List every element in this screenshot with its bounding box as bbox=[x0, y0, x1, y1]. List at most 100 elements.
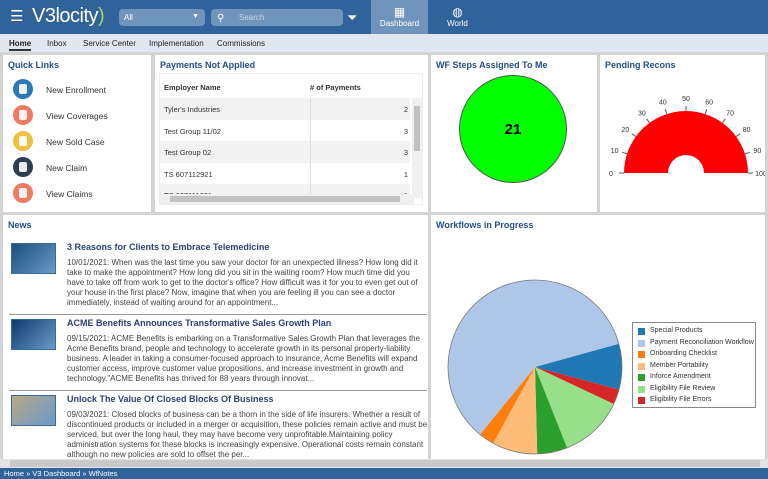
news-title[interactable]: 3 Reasons for Clients to Embrace Telemed… bbox=[67, 242, 270, 252]
pending-recons-gauge: 0 10 20 30 40 50 60 70 80 90 100 bbox=[609, 96, 765, 178]
gauge-tick bbox=[722, 118, 726, 124]
legend-label: Eligibility File Errors bbox=[650, 396, 712, 403]
employer-name: Test Group 02 bbox=[164, 148, 212, 157]
search-icon: ⚲ bbox=[217, 13, 225, 24]
legend-swatch bbox=[638, 351, 645, 358]
legend-label: Payment Reconciliation Workflow bbox=[650, 338, 754, 346]
pie-slice-onboarding-checklist[interactable] bbox=[479, 367, 535, 444]
quick-link-3[interactable]: New Claim bbox=[11, 157, 151, 179]
legend-label: Eligibility File Review bbox=[650, 384, 716, 392]
quick-link-icon bbox=[13, 131, 33, 151]
gauge-tick bbox=[622, 151, 628, 155]
legend-swatch bbox=[638, 339, 645, 347]
gauge-tick-label: 80 bbox=[743, 127, 751, 134]
quick-link-1[interactable]: View Coverages bbox=[11, 105, 151, 127]
payments-count: 2 bbox=[403, 105, 408, 114]
quick-link-icon bbox=[13, 105, 33, 125]
nav-inbox[interactable]: Inbox bbox=[47, 39, 67, 48]
horizontal-scrollbar[interactable] bbox=[160, 194, 414, 204]
pie-slice-payment-reconciliation-workflow[interactable] bbox=[448, 280, 619, 435]
panel-title: News bbox=[8, 220, 32, 230]
breadcrumb: Home » V3 Dashboard » WfNotes bbox=[0, 468, 768, 479]
workflows-pie-chart bbox=[447, 279, 623, 455]
wf-steps-circle[interactable]: 21 bbox=[459, 75, 567, 183]
payments-count: 1 bbox=[403, 169, 408, 179]
pie-outline bbox=[447, 279, 623, 455]
vertical-scrollbar[interactable] bbox=[412, 98, 422, 198]
legend-swatch bbox=[638, 328, 645, 335]
quick-link-label: New Claim bbox=[46, 163, 88, 173]
page-horizontal-scrollbar[interactable] bbox=[0, 459, 768, 468]
table-row[interactable]: Test Group 02 3 bbox=[160, 141, 410, 163]
employer-name: TS 607112921 bbox=[164, 169, 213, 179]
filter-icon[interactable]: ⏷ bbox=[347, 10, 358, 25]
gauge-tick bbox=[735, 133, 741, 137]
quick-link-4[interactable]: View Claims bbox=[11, 183, 151, 205]
gauge-tick-label: 20 bbox=[621, 127, 629, 134]
pie-slice-eligibility-file-errors[interactable] bbox=[535, 367, 619, 405]
quick-links-panel: Quick Links New Enrollment View Coverages… bbox=[3, 55, 151, 212]
column-employer-name[interactable]: Employer Name bbox=[164, 83, 221, 92]
news-title[interactable]: ACME Benefits Announces Transformative S… bbox=[67, 318, 332, 328]
pending-recons-panel: Pending Recons 0 10 20 30 40 50 60 70 80 90 100 bbox=[600, 55, 765, 212]
gauge-tick-label: 100 bbox=[755, 171, 765, 178]
payments-count: 3 bbox=[403, 126, 408, 136]
news-title[interactable]: Unlock The Value Of Closed Blocks Of Bus… bbox=[67, 394, 274, 404]
top-header: ☰ V3locity) All ▼ ⚲ Search ⏷ ▦ Dashboard ◍ W… bbox=[0, 0, 768, 34]
tab-world[interactable]: ◍ World bbox=[429, 0, 486, 34]
pie-slice-special-products[interactable] bbox=[535, 343, 622, 390]
gauge-tick bbox=[744, 151, 750, 155]
nav-service-center[interactable]: Service Center bbox=[83, 39, 136, 48]
news-thumbnail[interactable] bbox=[11, 243, 56, 274]
news-thumbnail[interactable] bbox=[11, 395, 56, 426]
globe-icon: ◍ bbox=[452, 5, 463, 19]
news-thumbnail[interactable] bbox=[11, 319, 56, 350]
column-payments-count[interactable]: # of Payments bbox=[310, 83, 361, 92]
pie-slice-member-portability[interactable] bbox=[493, 367, 538, 454]
logo-text: V3locity bbox=[32, 5, 99, 27]
pie-slice-eligibility-file-review[interactable] bbox=[535, 367, 614, 448]
employer-name: Test Group 11/02 bbox=[164, 126, 221, 136]
hamburger-menu-icon[interactable]: ☰ bbox=[10, 8, 24, 25]
filter-select[interactable]: All ▼ bbox=[119, 9, 205, 26]
legend-label: Inforce Amendment bbox=[650, 373, 711, 380]
nav-home[interactable]: Home bbox=[9, 39, 32, 51]
quick-link-label: View Claims bbox=[46, 189, 93, 199]
chart-legend: Special Products Payment Reconciliation W… bbox=[632, 322, 756, 408]
tab-dashboard[interactable]: ▦ Dashboard bbox=[371, 0, 428, 34]
quick-link-2[interactable]: New Sold Case bbox=[11, 131, 151, 153]
gauge-tick-label: 10 bbox=[611, 148, 619, 155]
quick-link-icon bbox=[13, 157, 33, 177]
tab-label: Dashboard bbox=[379, 19, 420, 28]
legend-label: Special Products bbox=[650, 327, 703, 334]
quick-link-label: View Coverages bbox=[46, 111, 108, 121]
divider bbox=[9, 314, 427, 315]
gauge-arc bbox=[624, 111, 748, 173]
quick-link-label: New Sold Case bbox=[46, 137, 105, 147]
workflows-panel: Workflows in Progress Special Products Pa… bbox=[431, 215, 765, 459]
legend-label: Member Portability bbox=[650, 361, 709, 369]
payments-panel: Payments Not Applied Employer Name # of … bbox=[155, 55, 428, 212]
table-row[interactable]: TS 607112921 1 bbox=[160, 162, 410, 184]
tab-label: World bbox=[447, 19, 468, 28]
gauge-tick-label: 30 bbox=[638, 110, 646, 117]
table-header: Employer Name # of Payments bbox=[160, 74, 422, 98]
nav-implementation[interactable]: Implementation bbox=[149, 39, 204, 48]
panel-title: Workflows in Progress bbox=[436, 220, 534, 230]
logo[interactable]: V3locity) bbox=[32, 5, 105, 27]
gauge-tick-label: 50 bbox=[682, 96, 690, 103]
news-body: 09/15/2021: ACME Benefits is embarking o… bbox=[67, 334, 421, 383]
search-input[interactable]: ⚲ Search bbox=[211, 9, 343, 26]
pie-slice-inforce-amendment[interactable] bbox=[535, 367, 568, 454]
gauge-tick-label: 40 bbox=[659, 100, 667, 107]
gauge-tick bbox=[664, 109, 668, 115]
payments-count: 3 bbox=[403, 148, 408, 157]
table-row[interactable]: Tyler's Industries 2 bbox=[160, 98, 410, 120]
column-divider bbox=[310, 98, 311, 198]
table-row[interactable]: Test Group 11/02 3 bbox=[160, 119, 410, 141]
quick-link-0[interactable]: New Enrollment bbox=[11, 79, 151, 101]
nav-commissions[interactable]: Commissions bbox=[217, 39, 266, 48]
legend-swatch bbox=[638, 397, 645, 404]
payments-table: Employer Name # of Payments Tyler's Indu… bbox=[159, 73, 423, 205]
legend-swatch bbox=[638, 374, 645, 381]
